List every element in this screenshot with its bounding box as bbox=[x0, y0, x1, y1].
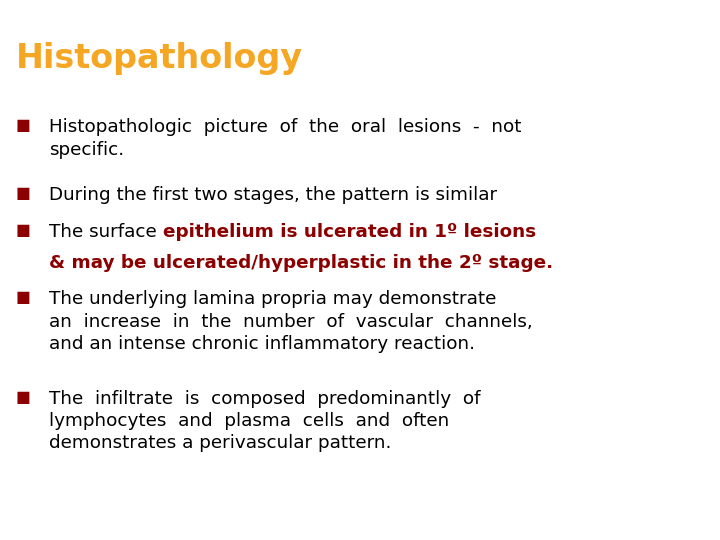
Text: The underlying lamina propria may demonstrate
an  increase  in  the  number  of : The underlying lamina propria may demons… bbox=[49, 291, 533, 353]
Text: ■: ■ bbox=[16, 389, 30, 404]
Text: The surface: The surface bbox=[49, 222, 163, 241]
Text: The  infiltrate  is  composed  predominantly  of
lymphocytes  and  plasma  cells: The infiltrate is composed predominantly… bbox=[49, 389, 480, 452]
Text: ■: ■ bbox=[16, 291, 30, 306]
Text: & may be ulcerated/hyperplastic in the 2º stage.: & may be ulcerated/hyperplastic in the 2… bbox=[49, 254, 553, 272]
Text: ■: ■ bbox=[16, 118, 30, 133]
Text: ■: ■ bbox=[16, 186, 30, 201]
Text: During the first two stages, the pattern is similar: During the first two stages, the pattern… bbox=[49, 186, 497, 204]
Text: Histopathologic  picture  of  the  oral  lesions  -  not
specific.: Histopathologic picture of the oral lesi… bbox=[49, 118, 521, 159]
Text: ■: ■ bbox=[16, 222, 30, 238]
Text: Histopathology: Histopathology bbox=[16, 43, 303, 76]
Text: epithelium is ulcerated in 1º lesions: epithelium is ulcerated in 1º lesions bbox=[163, 222, 536, 241]
